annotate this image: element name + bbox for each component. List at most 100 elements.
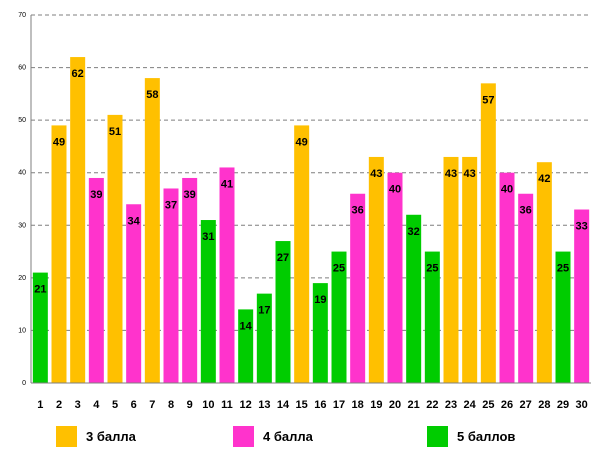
data-label: 43 xyxy=(445,168,457,180)
data-label: 36 xyxy=(520,205,532,217)
data-label: 39 xyxy=(90,189,102,201)
bar xyxy=(144,78,160,383)
x-tick-label: 29 xyxy=(557,399,569,411)
legend-item-5: 5 баллов xyxy=(427,426,515,447)
x-tick-label: 5 xyxy=(112,399,118,411)
bar xyxy=(312,283,328,383)
data-label: 19 xyxy=(314,294,326,306)
x-tick-label: 12 xyxy=(240,399,252,411)
x-tick-label: 18 xyxy=(352,399,364,411)
y-tick-label: 60 xyxy=(18,65,26,72)
bar xyxy=(51,125,67,384)
bar xyxy=(256,293,272,383)
data-label: 21 xyxy=(34,284,46,296)
bar xyxy=(499,172,515,383)
bar xyxy=(462,156,478,383)
x-tick-label: 21 xyxy=(408,399,420,411)
data-label: 58 xyxy=(146,89,158,101)
data-label: 41 xyxy=(221,178,233,190)
x-tick-label: 8 xyxy=(168,399,174,411)
x-tick-label: 4 xyxy=(93,399,100,411)
bar xyxy=(424,251,440,383)
data-label: 39 xyxy=(184,189,196,201)
x-tick-label: 10 xyxy=(202,399,214,411)
x-tick-label: 15 xyxy=(296,399,308,411)
bar xyxy=(88,177,104,383)
y-tick-label: 50 xyxy=(18,117,26,124)
bar xyxy=(555,251,571,383)
y-tick-label: 0 xyxy=(22,380,26,387)
bar xyxy=(518,193,534,383)
y-tick-label: 30 xyxy=(18,222,26,229)
legend-swatch-5 xyxy=(427,426,448,447)
data-label: 51 xyxy=(109,126,121,138)
data-label: 36 xyxy=(352,205,364,217)
data-label: 31 xyxy=(202,231,214,243)
x-tick-label: 25 xyxy=(482,399,494,411)
x-tick-label: 17 xyxy=(333,399,345,411)
bars xyxy=(32,57,590,384)
bar xyxy=(331,251,347,383)
data-label: 62 xyxy=(72,68,84,80)
y-tick-label: 70 xyxy=(18,12,26,19)
bar xyxy=(163,188,179,383)
x-tick-label: 22 xyxy=(426,399,438,411)
data-label: 40 xyxy=(389,184,401,196)
x-tick-label: 9 xyxy=(187,399,193,411)
bar xyxy=(107,114,123,383)
data-label: 25 xyxy=(333,263,345,275)
bar xyxy=(480,83,496,383)
data-label: 25 xyxy=(426,263,438,275)
bar xyxy=(368,156,384,383)
legend-item-4: 4 балла xyxy=(233,426,313,447)
data-label: 25 xyxy=(557,263,569,275)
data-label: 40 xyxy=(501,184,513,196)
bar xyxy=(536,162,552,383)
legend-label-5: 5 баллов xyxy=(457,429,516,444)
x-tick-label: 14 xyxy=(277,399,290,411)
x-tick-label: 23 xyxy=(445,399,457,411)
x-tick-label: 28 xyxy=(538,399,550,411)
x-tick-label: 7 xyxy=(149,399,155,411)
bar xyxy=(350,193,366,383)
bar xyxy=(387,172,403,383)
grid-lines xyxy=(31,14,591,331)
legend-swatch-4 xyxy=(233,426,254,447)
y-tick-label: 10 xyxy=(18,327,26,334)
y-tick-label: 40 xyxy=(18,170,26,177)
bar xyxy=(406,214,422,383)
x-tick-label: 1 xyxy=(37,399,43,411)
data-label: 43 xyxy=(370,168,382,180)
bar xyxy=(200,220,216,383)
bar xyxy=(219,167,235,383)
data-label: 17 xyxy=(258,305,270,317)
bar xyxy=(275,241,291,383)
legend-label-3: 3 балла xyxy=(86,429,136,444)
data-label: 27 xyxy=(277,252,289,264)
legend: 3 балла 4 балла 5 баллов xyxy=(0,426,598,456)
y-tick-label: 20 xyxy=(18,275,26,282)
data-labels: 21 49 62 39 51 34 58 37 39 31 41 14 17 27 49 19 25 36 43 40… xyxy=(34,68,588,332)
bar xyxy=(126,204,142,383)
legend-item-3: 3 балла xyxy=(56,426,136,447)
bar xyxy=(238,309,254,383)
data-label: 14 xyxy=(240,320,253,332)
data-label: 34 xyxy=(128,215,141,227)
data-label: 43 xyxy=(464,168,476,180)
x-tick-label: 3 xyxy=(75,399,81,411)
x-tick-label: 11 xyxy=(221,399,233,411)
x-tick-label: 13 xyxy=(258,399,270,411)
x-tick-label: 6 xyxy=(131,399,137,411)
data-label: 42 xyxy=(538,173,550,185)
x-axis-ticks: 1 2 3 4 5 6 7 8 9 10 11 12 13 14 15 16 17 18 19 20 21 22 23 24 2… xyxy=(37,399,588,411)
bar xyxy=(32,272,48,383)
bar xyxy=(70,57,86,384)
bar xyxy=(574,209,590,383)
bar xyxy=(443,156,459,383)
x-tick-label: 20 xyxy=(389,399,401,411)
data-label: 32 xyxy=(408,226,420,238)
x-tick-label: 24 xyxy=(464,399,477,411)
x-tick-label: 26 xyxy=(501,399,513,411)
